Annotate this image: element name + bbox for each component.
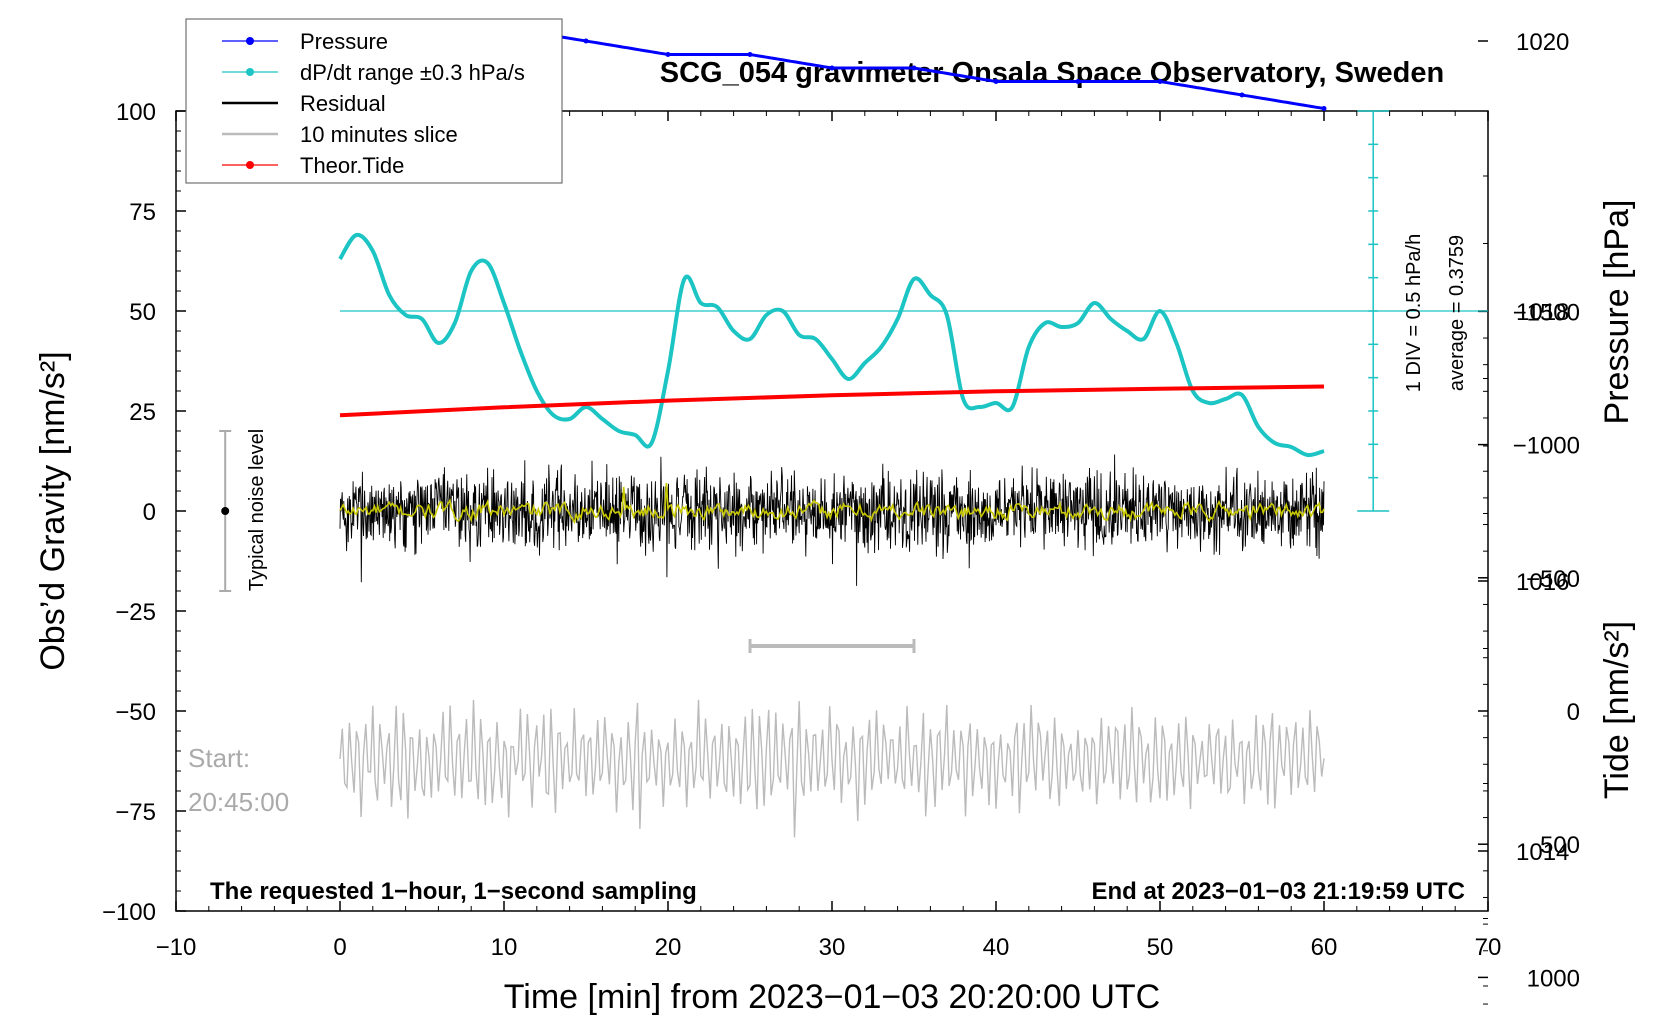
x-tick-label: 20 [655,934,682,961]
y-tick-label: −50 [115,699,156,726]
tide-tick-label: −1000 [1513,433,1580,460]
tide-series [339,384,1325,418]
residual-series [339,454,1325,586]
note-bottom-right: End at 2023−01−03 21:19:59 UTC [1091,878,1465,905]
pressure-point [911,65,917,71]
average-label: average = 0.3759 [1446,235,1468,391]
start-time: 20:45:00 [188,787,289,817]
tide-tick-label: 1000 [1527,965,1580,992]
y-tick-label: 75 [129,199,156,226]
pressure-point [665,52,671,57]
legend: Pressure dP/dt range ±0.3 hPa/s Residual 10… [185,18,563,184]
pressure-point [1239,92,1245,98]
y-axis-label-left: Obs’d Gravity [nm/s²] [34,351,72,670]
legend-box [185,18,563,184]
y-tick-label: 100 [116,99,156,126]
residual-line [339,454,1325,586]
pressure-point [1321,106,1327,111]
legend-label: Pressure [300,29,388,54]
note-bottom-left: The requested 1−hour, 1−second sampling [210,878,697,905]
x-tick-label: 30 [819,934,846,961]
pressure-point [829,65,835,71]
start-label: Start: [188,743,250,773]
filtered-series [339,482,1325,525]
pressure-point [1157,79,1163,84]
legend-label: Theor.Tide [300,153,404,178]
div-label: 1 DIV = 0.5 hPa/h [1403,234,1425,392]
y-tick-label: −25 [115,599,156,626]
y-tick-label: −100 [102,899,156,926]
pressure-tick-label: 1016 [1516,569,1569,596]
y-tick-label: 25 [129,399,156,426]
slice-line [339,699,1325,838]
y-axis-label-tide: Tide [nm/s²] [1598,621,1636,799]
pressure-point [1075,79,1081,84]
x-axis-label: Time [min] from 2023−01−03 20:20:00 UTC [504,978,1160,1016]
tide-tick-label: 500 [1540,832,1580,859]
x-tick-label: 50 [1147,934,1174,961]
y-tick-label: −75 [115,799,156,826]
tide-tick-label: −1500 [1513,299,1580,326]
legend-label: 10 minutes slice [300,122,458,147]
pressure-point [583,38,589,44]
slice-series [339,639,1325,838]
legend-marker [246,37,254,45]
y-tick-label: 50 [129,299,156,326]
axis-ticks: −10 0 10 20 30 40 50 60 701007550250−25−50−75−10… [102,29,1580,1005]
x-tick-label: 10 [491,934,518,961]
tide-tick-label: −500 [1526,566,1580,593]
tide-line [339,384,1325,418]
y-tick-label: 0 [143,499,156,526]
pressure-point [747,52,753,57]
dpdt-scale-bar [1357,110,1390,512]
dpdt-series [338,232,1325,458]
tide-tick-label: 0 [1567,699,1580,726]
legend-label: dP/dt range ±0.3 hPa/s [300,60,525,85]
pressure-tick-label: 1014 [1516,839,1569,866]
noise-dot [221,507,230,515]
noise-indicator [219,430,232,592]
dpdt-line [338,232,1325,458]
chart-title: SCG_054 gravimeter Onsala Space Observat… [660,57,1444,89]
x-tick-label: 60 [1311,934,1338,961]
y-axis-label-pressure: Pressure [hPa] [1598,200,1636,425]
pressure-tick-label: 1018 [1516,299,1569,326]
pressure-point [993,79,999,84]
legend-marker [246,68,254,76]
legend-label: Residual [300,91,386,116]
x-tick-label: 0 [333,934,346,961]
x-tick-label: 40 [983,934,1010,961]
x-tick-label: −10 [156,934,197,961]
x-tick-label: 70 [1475,934,1502,961]
filtered-line [339,482,1325,525]
noise-label: Typical noise level [246,429,268,591]
pressure-tick-label: 1020 [1516,29,1569,56]
legend-marker [246,161,254,169]
